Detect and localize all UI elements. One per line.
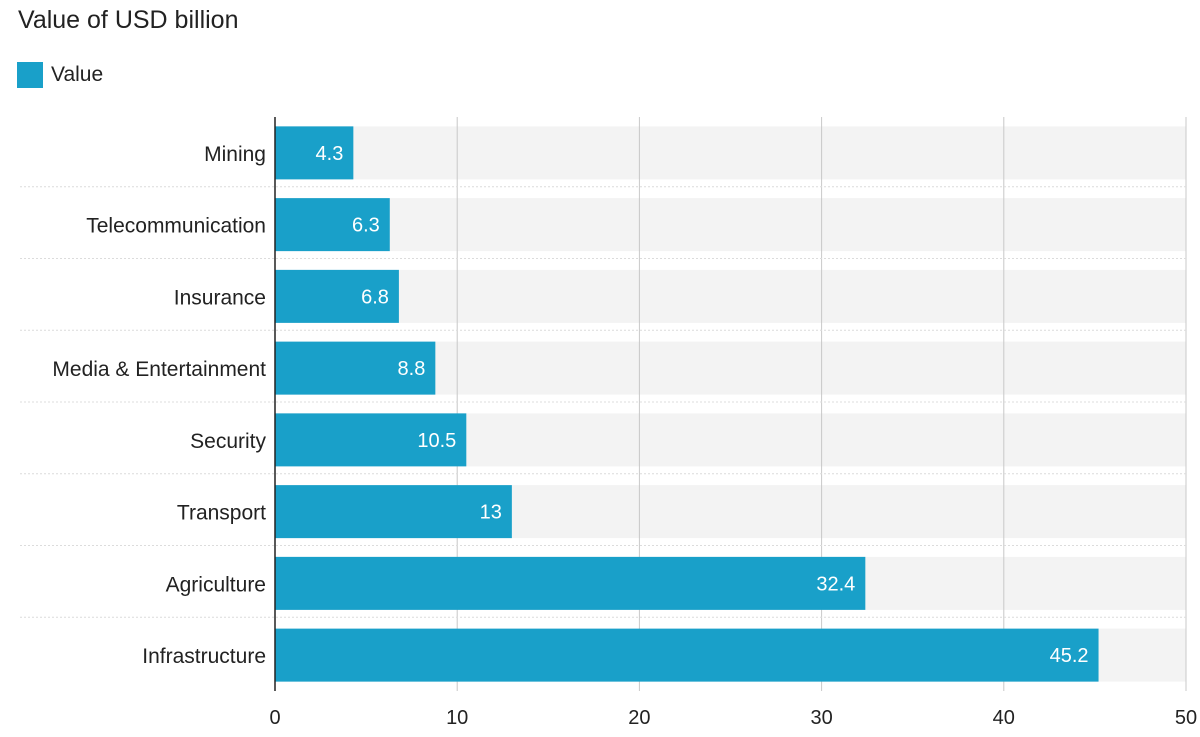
- category-label-3: Media & Entertainment: [52, 358, 266, 381]
- data-label-0: 4.3: [316, 143, 344, 165]
- bar-2: [275, 269, 399, 323]
- bar-7: [275, 628, 1099, 682]
- bar-1: [275, 198, 390, 252]
- legend: Value: [17, 62, 103, 88]
- category-label-2: Insurance: [174, 286, 266, 309]
- legend-swatch-value: [17, 62, 43, 88]
- bar-track-2: [275, 269, 1186, 323]
- category-label-6: Agriculture: [166, 573, 266, 596]
- bar-4: [275, 413, 467, 467]
- bar-6: [275, 556, 866, 610]
- x-tick-label-4: 40: [993, 707, 1015, 729]
- category-label-1: Telecommunication: [86, 215, 266, 238]
- category-label-0: Mining: [204, 143, 266, 166]
- chart-title: Value of USD billion: [18, 6, 239, 34]
- category-label-5: Transport: [177, 502, 266, 525]
- x-tick-label-5: 50: [1175, 707, 1197, 729]
- x-tick-label-3: 30: [810, 707, 832, 729]
- data-label-7: 45.2: [1050, 645, 1089, 667]
- category-label-4: Security: [190, 430, 266, 453]
- x-tick-label-2: 20: [628, 707, 650, 729]
- data-label-6: 32.4: [816, 573, 855, 595]
- x-tick-label-0: 0: [269, 707, 280, 729]
- data-label-1: 6.3: [352, 215, 380, 237]
- bar-5: [275, 485, 512, 539]
- data-label-2: 6.8: [361, 286, 389, 308]
- bar-0: [275, 126, 354, 180]
- category-label-7: Infrastructure: [142, 645, 266, 668]
- data-label-4: 10.5: [417, 430, 456, 452]
- bar-track-1: [275, 198, 1186, 252]
- bar-track-0: [275, 126, 1186, 180]
- data-label-3: 8.8: [398, 358, 426, 380]
- legend-label-value: Value: [51, 63, 104, 86]
- bar-3: [275, 341, 436, 395]
- x-tick-label-1: 10: [446, 707, 468, 729]
- data-label-5: 13: [480, 502, 502, 524]
